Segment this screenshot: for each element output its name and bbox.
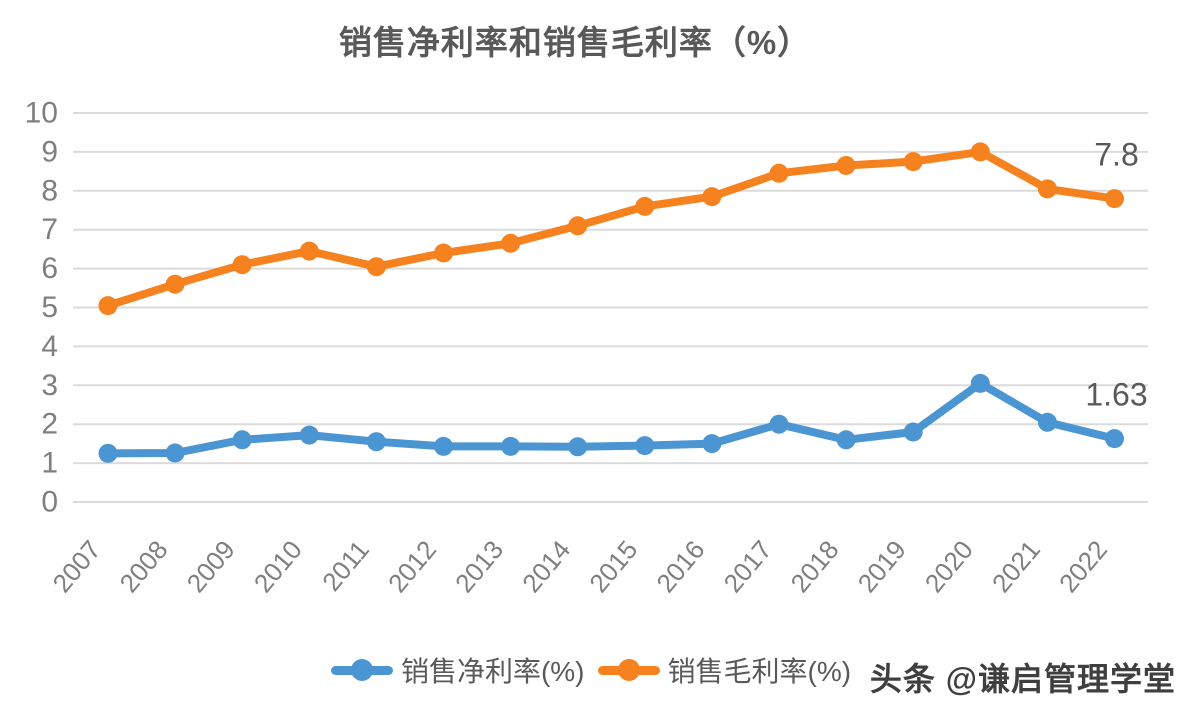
data-point-marker [702,187,722,207]
x-axis-tick-label: 2017 [717,535,777,599]
data-point-marker [1037,179,1057,199]
data-point-marker [434,436,453,456]
data-point-marker [501,233,521,253]
legend-item-gross-margin: 销售毛利率(%) [597,650,852,690]
y-axis-tick-label: 3 [41,369,58,402]
net-margin-end-value-label: 1.63 [1085,377,1147,413]
data-point-marker [501,436,521,456]
x-axis-tick-label: 2015 [583,535,643,599]
net-margin-legend-label: 销售净利率(%) [400,656,585,687]
x-axis-tick-label: 2007 [46,535,106,599]
x-axis-tick-label: 2011 [316,535,375,597]
data-point-marker [635,436,655,456]
y-axis-tick-label: 1 [41,447,58,480]
y-axis-tick-label: 4 [41,330,58,363]
data-point-marker [903,422,923,442]
x-axis-tick-label: 2008 [114,535,174,599]
data-point-marker [98,443,118,463]
chart-legend: 销售净利率(%) 销售毛利率(%) [0,650,1182,690]
y-axis-tick-label: 8 [41,174,58,207]
data-point-marker [232,430,252,450]
x-axis-tick-label: 2022 [1053,535,1113,599]
data-point-marker [1105,189,1124,209]
chart-title: 销售净利率和销售毛利率（%） [338,24,812,61]
data-point-marker [635,196,655,216]
data-point-marker [366,257,386,277]
y-axis-tick-label: 0 [41,486,58,519]
data-point-marker [299,425,319,445]
x-axis-tick-label: 2020 [919,535,979,599]
data-point-marker [232,255,252,275]
gross-margin-legend-marker-icon [597,665,660,675]
net-margin-legend-marker-icon [330,665,393,675]
x-axis-tick-label: 2016 [650,535,710,599]
legend-item-net-margin: 销售净利率(%) [330,650,585,690]
data-point-marker [366,432,386,452]
gross-margin-legend-label: 销售毛利率(%) [667,656,852,687]
data-point-marker [769,163,789,183]
y-axis-tick-label: 2 [41,408,58,441]
data-point-marker [836,430,856,450]
x-axis-tick-label: 2018 [785,535,845,599]
gross-margin-end-value-label: 7.8 [1094,137,1138,173]
data-point-marker [568,437,588,457]
net-margin-line [104,379,1119,458]
x-axis-tick-label: 2009 [181,535,241,599]
y-axis-tick-label: 7 [41,213,58,246]
data-point-marker [568,216,588,236]
data-point-marker [1037,412,1057,432]
x-axis-tick-label: 2012 [382,535,442,599]
x-axis-tick-label: 2019 [852,535,912,599]
data-point-marker [769,414,789,434]
x-axis-tick-label: 2014 [516,535,576,599]
data-point-marker [434,243,453,263]
data-point-marker [299,241,319,261]
y-axis-tick-label: 9 [41,135,58,168]
data-point-marker [970,373,990,393]
data-point-marker [165,443,185,463]
data-point-marker [702,434,722,454]
x-axis-tick-label: 2013 [449,535,509,599]
data-point-marker [836,156,856,175]
gross-margin-line [104,147,1119,310]
y-axis-tick-label: 5 [41,291,58,324]
data-point-marker [970,142,990,162]
data-point-marker [98,296,118,316]
data-point-marker [903,152,923,172]
data-point-marker [1105,429,1124,449]
watermark: 头条 @谦启管理学堂 [869,661,1176,697]
y-axis-tick-label: 6 [41,252,58,285]
y-axis-tick-label: 10 [25,97,58,130]
x-axis-tick-label: 2021 [986,535,1046,599]
x-axis-tick-label: 2010 [248,535,308,599]
data-point-marker [165,274,185,294]
